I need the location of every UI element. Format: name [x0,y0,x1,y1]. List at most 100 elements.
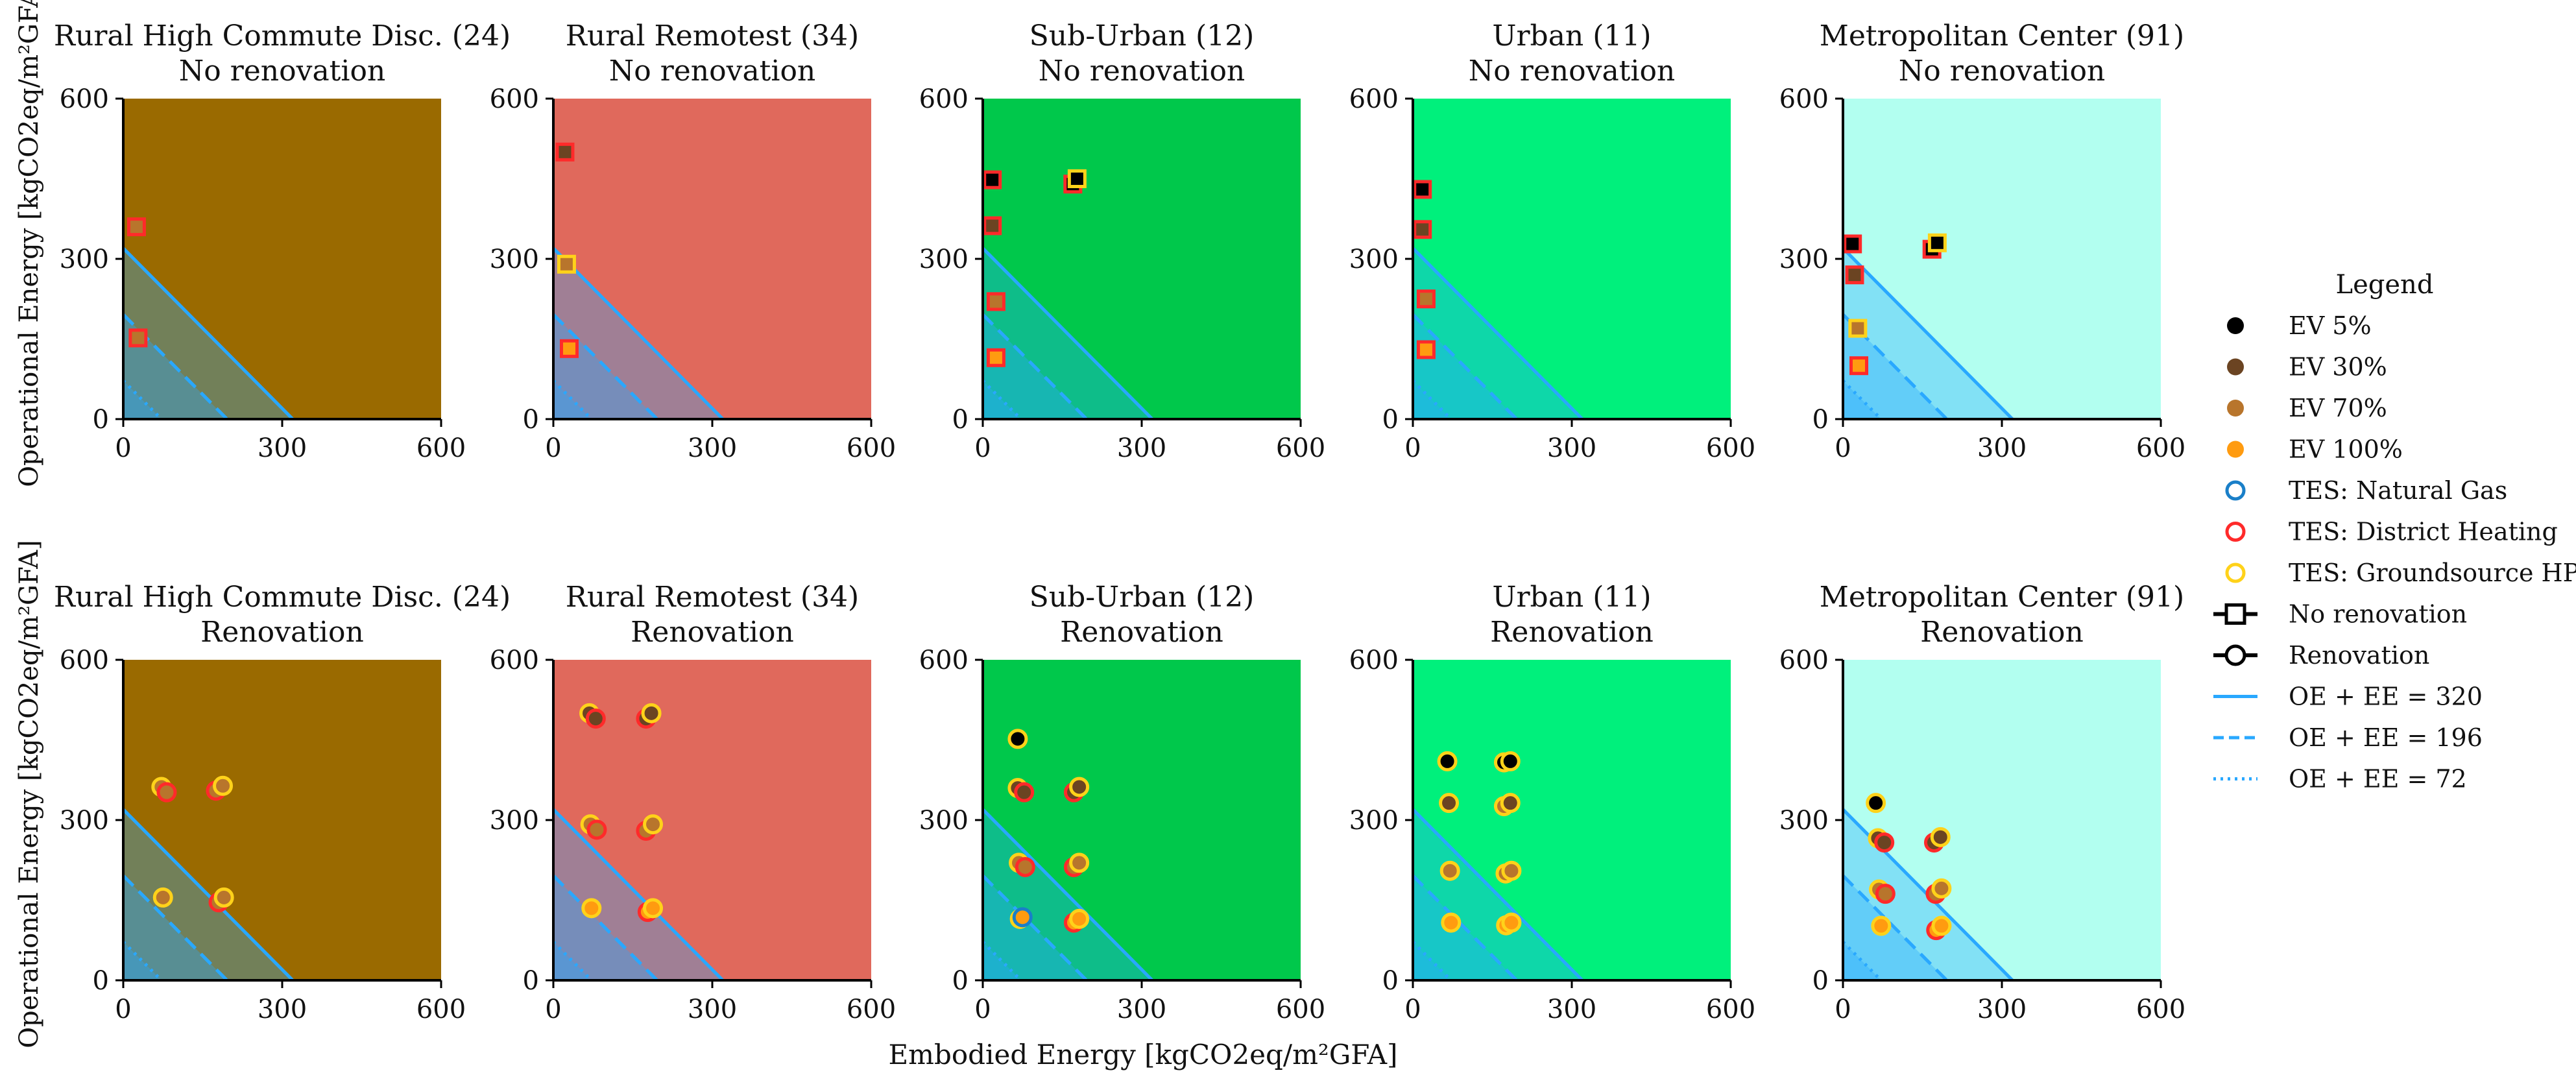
legend-marker [2225,480,2246,501]
x-tick-label: 300 [258,433,307,463]
y-tick-label: 0 [523,405,539,435]
y-tick-label: 0 [1382,966,1399,996]
panel-title: Rural Remotest (34) [566,19,859,53]
data-point [1875,884,1896,904]
data-point [557,254,576,274]
data-point [1843,234,1862,254]
data-point [643,814,664,835]
panel-subtitle: No renovation [1039,54,1246,88]
threshold-line-196 [1843,874,1948,980]
legend-item: OE + EE = 320 [2213,683,2483,711]
x-tick-label: 0 [545,995,561,1024]
panel-10: 0 300 600 0 300 600 Metropolitan Center (91)Re… [1779,581,2186,1024]
panel-title: Sub-Urban (12) [1029,19,1255,53]
legend-label: OE + EE = 72 [2289,765,2467,793]
data-point [1437,751,1458,771]
threshold-band-72 [983,380,1021,419]
data-point [128,328,148,348]
data-point [1931,878,1952,899]
threshold-band-72 [123,380,162,419]
panel-title: Rural High Commute Disc. (24) [54,581,511,614]
threshold-line-72 [553,379,593,419]
legend-title: Legend [2336,270,2434,300]
data-point [581,898,602,919]
data-point [1927,233,1947,252]
threshold-line-320 [983,247,1154,419]
x-tick-label: 600 [1276,995,1325,1024]
data-point [1007,729,1028,749]
y-tick-label: 0 [523,966,539,996]
data-point [1416,289,1436,309]
threshold-line-320 [553,808,725,980]
legend-label: Renovation [2289,641,2429,670]
threshold-line-196 [123,874,228,980]
data-point [1848,319,1868,338]
legend-marker [2225,522,2246,542]
legend-item: No renovation [2213,600,2467,629]
panel-2: 0 300 600 0 300 600 Rural Remotest (34)No reno… [490,19,897,463]
panel-title: Rural Remotest (34) [566,581,859,614]
legend-marker [2225,562,2246,583]
legend: Legend EV 5% EV 30% EV 70% EV 100% TES: Natur… [2213,270,2576,793]
panel-5: 0 300 600 0 300 600 Metropolitan Center (91)No… [1779,19,2186,463]
legend-marker [2227,441,2244,458]
legend-item: EV 5% [2227,311,2372,340]
data-point [1849,356,1868,376]
x-tick-label: 600 [847,995,896,1024]
threshold-line-196 [1413,313,1518,419]
panel-title: Urban (11) [1492,19,1651,53]
data-point [1069,908,1090,929]
y-tick-label: 0 [952,966,969,996]
panel-9: 0 300 600 0 300 600 Urban (11)Renovation [1349,581,1756,1024]
shared-x-axis-label: Embodied Energy [kgCO2eq/m²GFA] [889,1039,1398,1070]
y-tick-label: 600 [60,84,109,114]
threshold-line-72 [983,379,1022,419]
x-tick-label: 600 [2136,995,2185,1024]
threshold-line-72 [123,379,163,419]
threshold-line-320 [123,808,295,980]
data-point [1012,907,1033,928]
x-tick-label: 600 [1706,433,1755,463]
threshold-band-72 [123,941,162,980]
data-point [983,216,1002,236]
y-tick-label: 600 [1349,646,1399,675]
y-tick-label: 300 [490,806,539,836]
legend-marker [2227,358,2244,376]
legend-marker [2227,317,2244,334]
data-point [641,703,662,723]
y-tick-label: 600 [490,84,539,114]
threshold-line-320 [1413,247,1584,419]
data-point [560,339,579,358]
y-tick-label: 600 [919,646,969,675]
y-tick-label: 0 [93,405,109,435]
y-tick-label: 300 [919,806,969,836]
threshold-line-320 [123,247,295,419]
panel-subtitle: No renovation [1899,54,2106,88]
panels-group: 0 300 600 0 300 600 Rural High Commute Disc. (… [14,0,2185,1048]
legend-item: TES: Groundsource HP [2225,559,2576,587]
data-point [1930,827,1951,847]
data-point [152,887,173,908]
x-tick-label: 300 [1547,433,1596,463]
panel-3: 0 300 600 0 300 600 Sub-Urban (12)No renovatio… [919,19,1326,463]
panel-subtitle: Renovation [1920,616,2084,649]
x-tick-label: 0 [974,433,991,463]
y-axis-label: Operational Energy [kgCO2eq/m²GFA] [14,540,44,1048]
threshold-line-72 [983,940,1022,980]
threshold-line-72 [123,940,163,980]
x-tick-label: 300 [1977,995,2027,1024]
y-tick-label: 0 [93,966,109,996]
x-tick-label: 300 [1117,433,1166,463]
x-tick-label: 300 [1117,995,1166,1024]
data-point [1874,832,1895,853]
panel-title: Rural High Commute Disc. (24) [54,19,511,53]
legend-item: EV 30% [2227,353,2387,381]
threshold-line-320 [1413,808,1584,980]
data-point [585,708,606,729]
panel-subtitle: Renovation [200,616,364,649]
panel-subtitle: Renovation [1060,616,1223,649]
data-point [1015,856,1035,877]
legend-label: TES: Natural Gas [2289,476,2507,505]
y-tick-label: 300 [490,245,539,274]
y-tick-label: 0 [1382,405,1399,435]
